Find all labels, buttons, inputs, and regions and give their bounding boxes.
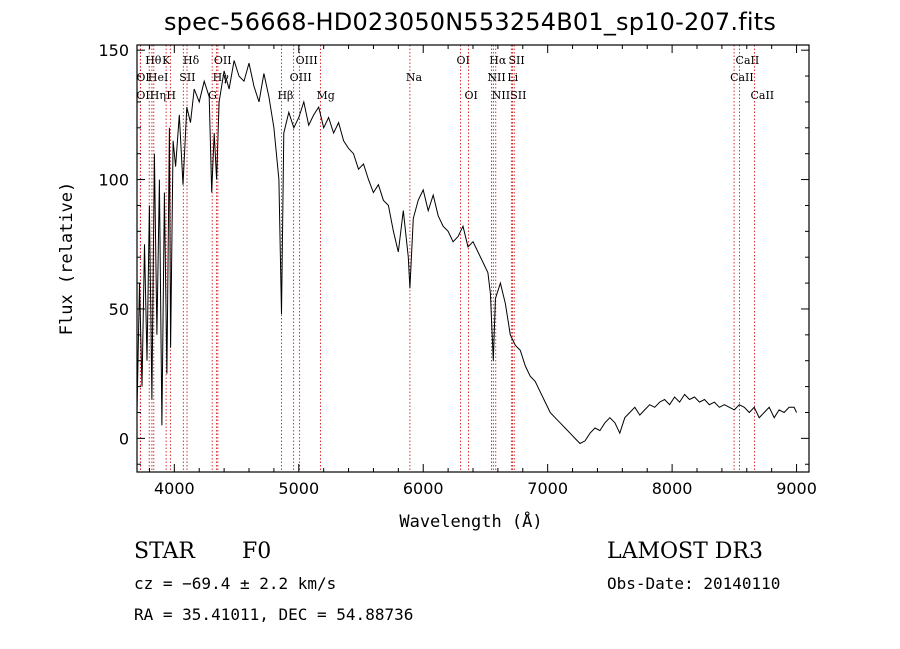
x-tick-label: 6000	[403, 479, 444, 498]
marker-label: OIII	[296, 54, 318, 67]
y-tick-label: 50	[109, 300, 129, 319]
marker-label: Hδ	[183, 54, 200, 67]
marker-label: H	[166, 89, 176, 102]
marker-label: OIII	[290, 71, 312, 84]
chart-title: spec-56668-HD023050N553254B01_sp10-207.f…	[163, 8, 777, 36]
axis-labels: 4000 5000 6000 7000 8000 9000 0 50 100 150 Wavelen…	[57, 41, 817, 532]
x-tick-label: 9000	[776, 479, 817, 498]
marker-label: SII	[179, 71, 195, 84]
x-tick-label: 5000	[278, 479, 319, 498]
marker-label: Hη	[150, 89, 166, 102]
marker-label: Na	[406, 71, 423, 84]
marker-label: SII	[508, 54, 524, 67]
marker-label: CaII	[730, 71, 754, 84]
marker-label: HeI	[148, 71, 168, 84]
marker-label: NII	[492, 89, 510, 102]
marker-label: Mg	[317, 89, 335, 102]
x-tick-label: 7000	[527, 479, 568, 498]
marker-label: K	[162, 54, 171, 67]
y-tick-label: 100	[98, 171, 129, 190]
survey-name: LAMOST DR3	[607, 539, 763, 564]
marker-label: OI	[465, 89, 478, 102]
spectrum-line	[136, 60, 798, 445]
marker-label: OII	[136, 89, 154, 102]
marker-label: SII	[510, 89, 526, 102]
marker-label: OI	[136, 71, 149, 84]
spectrum-series	[136, 60, 798, 445]
marker-label: G	[208, 89, 217, 102]
obs-date: Obs-Date: 20140110	[607, 574, 781, 593]
x-tick-label: 8000	[652, 479, 693, 498]
plot-axes	[136, 44, 810, 473]
marker-label: OII	[214, 54, 232, 67]
object-class: STAR	[134, 539, 195, 564]
redshift-cz: cz = −69.4 ± 2.2 km/s	[134, 574, 337, 593]
spectral-subclass: F0	[242, 539, 272, 564]
marker-label: Hα	[489, 54, 507, 67]
y-tick-label: 150	[98, 41, 129, 60]
marker-label: CaII	[750, 89, 774, 102]
x-tick-label: 4000	[154, 479, 195, 498]
y-axis-label: Flux (relative)	[57, 182, 77, 336]
coordinates: RA = 35.41011, DEC = 54.88736	[134, 605, 414, 624]
marker-label: OI	[457, 54, 470, 67]
plot-frame	[136, 44, 810, 473]
marker-label: NII	[487, 71, 505, 84]
marker-label: Li	[507, 71, 518, 84]
marker-label: Hβ	[277, 89, 293, 102]
y-tick-label: 0	[119, 429, 129, 448]
marker-label: CaII	[736, 54, 760, 67]
x-axis-label: Wavelength (Å)	[399, 510, 542, 532]
